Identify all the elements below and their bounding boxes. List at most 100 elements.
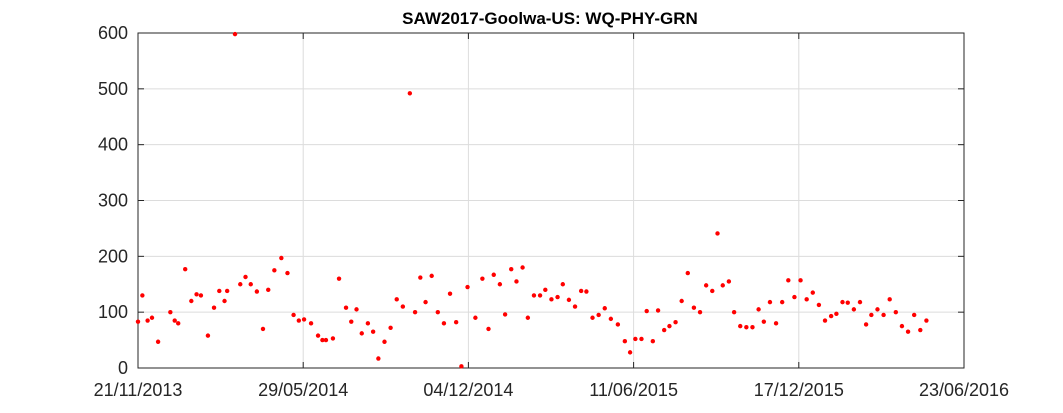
data-point [596, 312, 601, 318]
x-tick-label: 29/05/2014 [258, 380, 348, 400]
data-point [590, 315, 595, 320]
data-point [301, 317, 307, 322]
y-tick-label: 600 [98, 23, 128, 43]
data-point [285, 270, 290, 276]
data-point [509, 266, 514, 272]
data-point [315, 333, 321, 338]
data-point [447, 291, 453, 296]
data-point [555, 294, 560, 300]
data-point [349, 319, 354, 324]
data-point [911, 312, 917, 318]
data-point [667, 323, 672, 329]
y-tick-label: 100 [98, 302, 128, 322]
x-tick-label: 17/12/2015 [754, 380, 844, 400]
data-point [845, 300, 850, 305]
data-point [243, 274, 248, 280]
data-point [480, 276, 485, 281]
data-point [549, 297, 554, 302]
data-point [673, 320, 678, 325]
data-point [145, 318, 150, 323]
data-point [578, 288, 584, 294]
data-point [893, 309, 899, 315]
data-point [731, 309, 737, 315]
data-point [429, 273, 434, 279]
y-tick-label: 500 [98, 79, 128, 99]
data-point [720, 283, 725, 288]
data-point [183, 266, 188, 272]
data-point [584, 289, 589, 294]
data-point [176, 321, 181, 326]
data-point [679, 298, 684, 304]
y-axis-tick-labels: 0 100 200 300 400 500 600 [98, 23, 128, 378]
data-point [370, 329, 376, 334]
data-point [394, 297, 399, 302]
data-point [655, 308, 661, 313]
data-point [435, 309, 441, 315]
x-axis-tick-labels: 21/11/2013 29/05/2014 04/12/2014 11/06/2015… [94, 380, 1009, 400]
data-point [525, 315, 531, 320]
x-tick-label: 04/12/2014 [423, 380, 513, 400]
data-point [887, 297, 892, 302]
data-point [697, 309, 703, 315]
data-point [691, 305, 697, 310]
data-point [816, 302, 822, 308]
data-point [248, 282, 253, 287]
y-tick-label: 200 [98, 246, 128, 266]
data-point [615, 322, 621, 327]
data-point [779, 299, 785, 305]
data-point [881, 312, 886, 318]
data-point [260, 326, 266, 332]
data-point [804, 297, 809, 302]
data-point [291, 312, 296, 318]
data-point [685, 270, 690, 276]
y-tick-label: 400 [98, 135, 128, 155]
data-points [135, 31, 929, 369]
data-point [382, 339, 387, 344]
data-point [365, 321, 371, 326]
x-tick-label: 21/11/2013 [94, 380, 183, 400]
data-point [222, 298, 227, 304]
data-point [792, 294, 797, 300]
data-point [622, 339, 628, 344]
data-point [407, 91, 413, 96]
data-point [703, 283, 709, 288]
data-point [543, 287, 548, 293]
data-point [473, 315, 478, 320]
data-point [172, 318, 177, 323]
chart-title: SAW2017-Goolwa-US: WQ-PHY-GRN [402, 9, 698, 28]
data-point [537, 293, 543, 298]
data-point [320, 337, 325, 343]
data-point [232, 31, 238, 37]
data-point [198, 293, 204, 298]
data-point [266, 287, 271, 293]
data-point [296, 318, 302, 323]
y-tick-label: 300 [98, 191, 128, 211]
data-point [738, 323, 743, 329]
data-point [918, 327, 923, 333]
data-point [639, 336, 644, 342]
data-point [650, 339, 656, 344]
data-point [756, 307, 761, 312]
data-point [217, 288, 222, 294]
data-point [924, 318, 929, 323]
data-point [279, 255, 284, 261]
data-point [520, 265, 525, 270]
data-point [710, 288, 715, 294]
data-point [566, 297, 572, 303]
x-tick-label: 23/06/2016 [919, 380, 1009, 400]
data-point [834, 311, 839, 317]
data-point [459, 364, 464, 369]
x-tick-label: 11/06/2015 [589, 380, 678, 400]
data-point [238, 282, 243, 287]
data-point [810, 290, 815, 295]
data-point [572, 304, 578, 309]
data-point [798, 278, 803, 283]
data-point [330, 336, 336, 341]
data-point [441, 321, 447, 326]
data-point [211, 305, 217, 310]
data-point [418, 275, 423, 280]
data-point [875, 307, 880, 312]
data-point [773, 321, 779, 326]
data-point [155, 339, 161, 344]
data-point [761, 319, 767, 324]
